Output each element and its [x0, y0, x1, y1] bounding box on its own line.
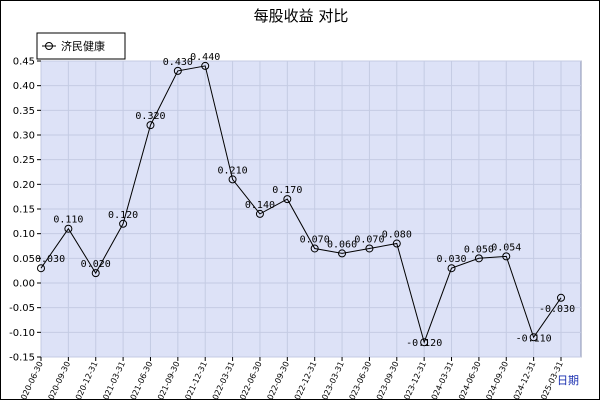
- data-point-marker[interactable]: [64, 224, 73, 233]
- x-tick-label: 2022-03-31: [209, 360, 237, 399]
- data-label: 0.140: [245, 200, 275, 211]
- x-tick-label: 2023-12-31: [400, 360, 428, 399]
- data-point-marker[interactable]: [146, 121, 155, 130]
- x-tick-label: 2023-03-31: [318, 360, 346, 399]
- y-tick-label: 0.35: [13, 106, 35, 117]
- y-tick-label: 0.25: [13, 155, 35, 166]
- x-tick-label: 2022-06-30: [236, 360, 264, 399]
- data-point-marker[interactable]: [91, 269, 100, 278]
- data-point-marker[interactable]: [119, 219, 128, 228]
- data-point-marker[interactable]: [420, 338, 429, 347]
- legend-marker-icon: [45, 42, 53, 50]
- data-label: -0.120: [406, 338, 442, 349]
- data-label: 0.060: [327, 239, 357, 250]
- data-point-marker[interactable]: [255, 209, 264, 218]
- data-label: 0.120: [108, 210, 138, 221]
- y-tick-label: 0.10: [13, 229, 35, 240]
- x-tick-label: 2024-06-30: [455, 360, 483, 399]
- y-tick-label: 0.15: [13, 205, 35, 216]
- data-point-marker[interactable]: [365, 244, 374, 253]
- x-tick-label: 2022-12-31: [291, 360, 319, 399]
- data-label: 0.080: [382, 230, 412, 241]
- data-point-marker[interactable]: [557, 293, 565, 302]
- y-tick-label: 0.45: [13, 57, 35, 68]
- legend[interactable]: 济民健康: [36, 32, 126, 60]
- data-label: 0.430: [163, 57, 193, 68]
- y-tick-label: -0.05: [9, 303, 35, 314]
- data-label: -0.110: [516, 333, 552, 344]
- series-line: [40, 65, 562, 344]
- data-label: 0.440: [190, 52, 220, 63]
- x-tick-label: 2021-06-30: [126, 360, 154, 399]
- x-tick-label: 2024-09-30: [482, 360, 510, 399]
- data-point-marker[interactable]: [338, 249, 347, 258]
- y-tick-label: 0.30: [13, 131, 35, 142]
- y-tick-label: 0.00: [13, 279, 35, 290]
- data-label: 0.020: [81, 259, 111, 270]
- legend-label: 济民健康: [61, 39, 105, 53]
- y-tick-label: -0.10: [9, 328, 35, 339]
- x-axis-corner-label[interactable]: 日期: [557, 374, 579, 387]
- data-point-marker[interactable]: [529, 333, 538, 342]
- y-tick-label: -0.15: [9, 353, 35, 364]
- data-point-marker[interactable]: [228, 175, 237, 184]
- x-tick-label: 2024-12-31: [510, 360, 538, 399]
- y-tick-label: 0.20: [13, 180, 35, 191]
- x-tick-label: 2021-03-31: [99, 360, 127, 399]
- x-tick-label: 2020-12-31: [72, 360, 100, 399]
- x-tick-label: 2020-09-30: [44, 360, 72, 399]
- data-point-marker[interactable]: [310, 244, 319, 253]
- data-point-marker[interactable]: [201, 61, 210, 70]
- data-label: 0.030: [35, 254, 65, 265]
- x-tick-label: 2021-12-31: [181, 360, 209, 399]
- data-point-marker[interactable]: [502, 252, 511, 261]
- y-tick-label: 0.05: [13, 254, 35, 265]
- data-point-marker[interactable]: [474, 254, 483, 263]
- data-label: 0.070: [300, 234, 330, 245]
- data-label: 0.210: [218, 165, 248, 176]
- x-tick-label: 2021-09-30: [154, 360, 182, 399]
- data-label: 0.170: [272, 185, 302, 196]
- x-tick-label: 2022-09-30: [263, 360, 291, 399]
- data-point-marker[interactable]: [173, 66, 182, 75]
- y-tick-label: 0.40: [13, 81, 35, 92]
- x-tick-label: 2023-06-30: [345, 360, 373, 399]
- x-tick-label: 2024-03-31: [428, 360, 456, 399]
- data-point-marker[interactable]: [37, 264, 45, 273]
- data-label: 0.030: [436, 254, 466, 265]
- chart-title: 每股收益 对比: [254, 7, 349, 25]
- data-label: 0.050: [464, 244, 494, 255]
- data-label: 0.070: [354, 234, 384, 245]
- y-axis-ticks: 0.45 0.40 0.35 0.30 0.25 0.20 0.15 0.10 0.05 0.00…: [9, 57, 41, 364]
- x-tick-label: 2023-09-30: [373, 360, 401, 399]
- data-point-marker[interactable]: [447, 264, 456, 273]
- x-axis-ticks: 2020-06-30 2020-09-30 2020-12-31 2021-03-31…: [17, 357, 565, 399]
- data-point-marker[interactable]: [392, 239, 401, 248]
- data-label: 0.320: [135, 111, 165, 122]
- series-group: [37, 61, 565, 347]
- data-label: 0.054: [491, 242, 521, 253]
- data-label: -0.030: [539, 304, 575, 315]
- x-tick-label: 2020-06-30: [17, 360, 45, 399]
- data-label: 0.110: [53, 215, 83, 226]
- data-point-marker[interactable]: [283, 195, 292, 204]
